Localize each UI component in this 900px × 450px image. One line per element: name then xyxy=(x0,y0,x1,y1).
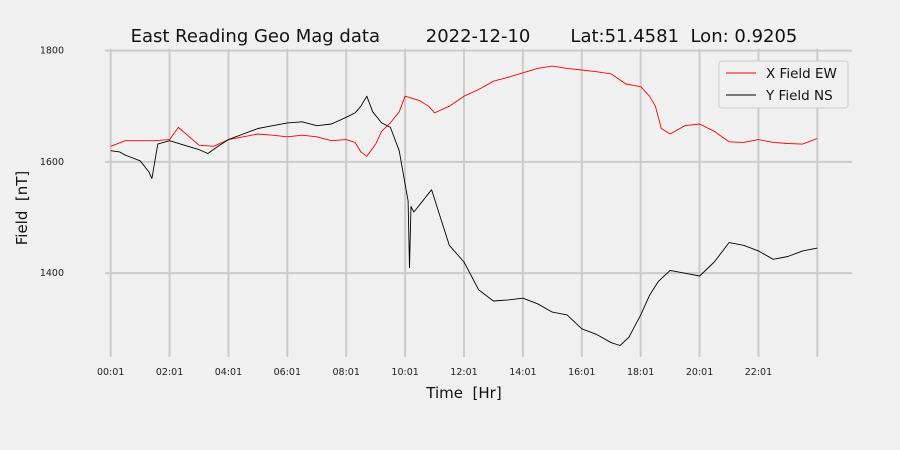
x-tick-label: 00:01 xyxy=(97,367,124,378)
legend: X Field EW Y Field NS xyxy=(718,60,849,109)
x-tick-label: 12:01 xyxy=(450,367,477,378)
x-tick-label: 04:01 xyxy=(215,367,242,378)
x-tick-label: 02:01 xyxy=(156,367,183,378)
x-tick-label: 06:01 xyxy=(274,367,301,378)
x-tick-label: 10:01 xyxy=(391,367,418,378)
x-tick-label: 08:01 xyxy=(333,367,360,378)
x-tick-label: 18:01 xyxy=(627,367,654,378)
legend-label-x-field: X Field EW xyxy=(766,66,837,82)
series-line-0 xyxy=(110,65,818,157)
series-lines xyxy=(110,65,818,346)
legend-label-y-field: Y Field NS xyxy=(765,88,833,104)
x-tick-label: 20:01 xyxy=(686,367,713,378)
y-tick-label: 1400 xyxy=(40,268,64,279)
series-line-1 xyxy=(110,95,818,346)
chart-title: East Reading Geo Mag data 2022-12-10 Lat… xyxy=(131,26,798,47)
x-axis-label: Time [Hr] xyxy=(425,384,501,402)
x-tick-label: 22:01 xyxy=(745,367,772,378)
y-axis-label: Field [nT] xyxy=(13,171,31,246)
x-tick-label: 14:01 xyxy=(509,367,536,378)
tick-labels: 00:01 02:01 04:01 06:01 08:01 10:01 12:01 14:01… xyxy=(40,46,772,378)
y-tick-label: 1800 xyxy=(40,46,64,57)
x-tick-label: 16:01 xyxy=(568,367,595,378)
y-tick-label: 1600 xyxy=(40,157,64,168)
